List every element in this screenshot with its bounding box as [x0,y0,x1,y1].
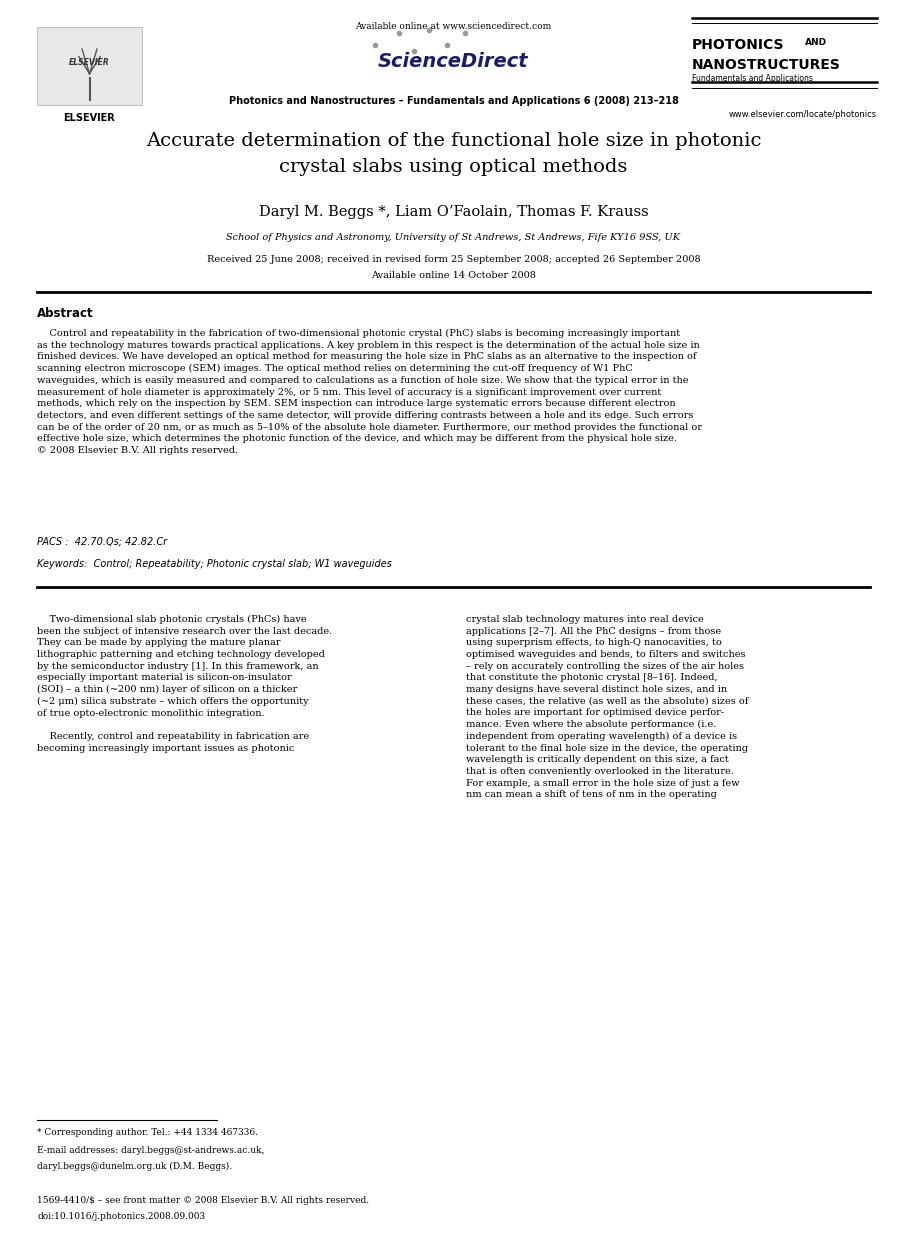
Text: Fundamentals and Applications: Fundamentals and Applications [692,74,813,83]
Text: www.elsevier.com/locate/photonics: www.elsevier.com/locate/photonics [729,110,877,119]
Text: E-mail addresses: daryl.beggs@st-andrews.ac.uk,: E-mail addresses: daryl.beggs@st-andrews… [37,1146,264,1155]
Text: ScienceDirect: ScienceDirect [378,52,529,71]
Text: 1569-4410/$ – see front matter © 2008 Elsevier B.V. All rights reserved.: 1569-4410/$ – see front matter © 2008 El… [37,1196,369,1205]
Text: NANOSTRUCTURES: NANOSTRUCTURES [692,58,841,72]
Text: Photonics and Nanostructures – Fundamentals and Applications 6 (2008) 213–218: Photonics and Nanostructures – Fundament… [229,97,678,106]
Text: Control and repeatability in the fabrication of two-dimensional photonic crystal: Control and repeatability in the fabrica… [37,329,702,454]
Text: School of Physics and Astronomy, University of St Andrews, St Andrews, Fife KY16: School of Physics and Astronomy, Univers… [227,233,680,241]
Text: AND: AND [805,38,827,47]
Text: doi:10.1016/j.photonics.2008.09.003: doi:10.1016/j.photonics.2008.09.003 [37,1212,205,1221]
Text: Keywords:  Control; Repeatability; Photonic crystal slab; W1 waveguides: Keywords: Control; Repeatability; Photon… [37,560,392,569]
Text: crystal slab technology matures into real device
applications [2–7]. All the PhC: crystal slab technology matures into rea… [466,615,748,800]
Text: ELSEVIER: ELSEVIER [69,58,110,67]
Text: Two-dimensional slab photonic crystals (PhCs) have
been the subject of intensive: Two-dimensional slab photonic crystals (… [37,615,332,753]
Bar [37,27,142,105]
Text: Accurate determination of the functional hole size in photonic
crystal slabs usi: Accurate determination of the functional… [146,132,761,176]
Text: Available online 14 October 2008: Available online 14 October 2008 [371,271,536,280]
Text: PACS :  42.70.Qs; 42.82.Cr: PACS : 42.70.Qs; 42.82.Cr [37,537,167,547]
Text: Received 25 June 2008; received in revised form 25 September 2008; accepted 26 S: Received 25 June 2008; received in revis… [207,255,700,264]
Text: daryl.beggs@dunelm.org.uk (D.M. Beggs).: daryl.beggs@dunelm.org.uk (D.M. Beggs). [37,1162,232,1171]
Text: Daryl M. Beggs *, Liam O’Faolain, Thomas F. Krauss: Daryl M. Beggs *, Liam O’Faolain, Thomas… [258,206,649,219]
Text: ELSEVIER: ELSEVIER [63,113,115,123]
Text: PHOTONICS: PHOTONICS [692,38,785,52]
Text: Abstract: Abstract [37,307,93,319]
Text: * Corresponding author. Tel.: +44 1334 467336.: * Corresponding author. Tel.: +44 1334 4… [37,1128,258,1136]
Text: Available online at www.sciencedirect.com: Available online at www.sciencedirect.co… [356,22,551,31]
